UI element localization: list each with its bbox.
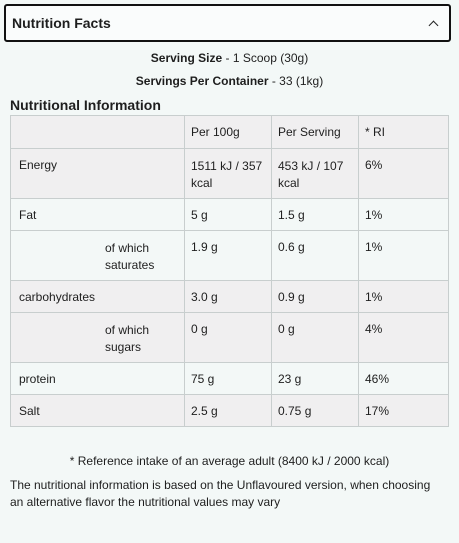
ri-footnote: * Reference intake of an average adult (… bbox=[69, 454, 390, 468]
sugars-per-serving: 0 g bbox=[271, 312, 359, 363]
table-row: of which saturates 1.9 g 0.6 g 1% bbox=[10, 230, 449, 281]
servings-per-container-label: Servings Per Container bbox=[135, 74, 269, 88]
carbohydrates-per-serving: 0.9 g bbox=[271, 280, 359, 313]
column-header-per-100g: Per 100g bbox=[184, 115, 272, 149]
energy-ri: 6% bbox=[358, 148, 449, 199]
row-label-sugars: of which sugars bbox=[105, 323, 150, 354]
sugars-per-100g: 0 g bbox=[184, 312, 272, 363]
table-row: Salt 2.5 g 0.75 g 17% bbox=[10, 394, 449, 427]
energy-per-serving: 453 kJ / 107 kcal bbox=[278, 159, 344, 190]
saturates-ri: 1% bbox=[358, 230, 449, 281]
row-label-carbohydrates: carbohydrates bbox=[10, 280, 185, 313]
row-label-saturates: of which saturates bbox=[105, 241, 155, 272]
section-title: Nutritional Information bbox=[10, 97, 161, 113]
fat-per-100g: 5 g bbox=[184, 198, 272, 231]
saturates-per-serving: 0.6 g bbox=[271, 230, 359, 281]
energy-per-100g: 1511 kJ / 357 kcal bbox=[191, 159, 263, 190]
row-label-fat: Fat bbox=[10, 198, 185, 231]
protein-ri: 46% bbox=[358, 362, 449, 395]
serving-size: Serving Size - 1 Scoop (30g) bbox=[0, 51, 459, 65]
salt-ri: 17% bbox=[358, 394, 449, 427]
nutrition-facts-accordion-header[interactable]: Nutrition Facts bbox=[4, 4, 451, 42]
salt-per-serving: 0.75 g bbox=[271, 394, 359, 427]
fat-ri: 1% bbox=[358, 198, 449, 231]
accordion-title: Nutrition Facts bbox=[12, 15, 111, 31]
salt-per-100g: 2.5 g bbox=[184, 394, 272, 427]
table-row: Fat 5 g 1.5 g 1% bbox=[10, 198, 449, 231]
serving-size-label: Serving Size bbox=[150, 51, 223, 65]
sugars-ri: 4% bbox=[358, 312, 449, 363]
row-label-salt: Salt bbox=[10, 394, 185, 427]
row-label-energy: Energy bbox=[10, 148, 185, 199]
chevron-up-icon[interactable] bbox=[428, 20, 439, 30]
servings-per-container-value: - 33 (1kg) bbox=[271, 74, 324, 88]
serving-size-value: - 1 Scoop (30g) bbox=[225, 51, 309, 65]
protein-per-100g: 75 g bbox=[184, 362, 272, 395]
column-header-label bbox=[10, 115, 185, 149]
flavour-disclaimer: The nutritional information is based on … bbox=[10, 478, 431, 509]
carbohydrates-per-100g: 3.0 g bbox=[184, 280, 272, 313]
table-row: carbohydrates 3.0 g 0.9 g 1% bbox=[10, 280, 449, 313]
table-header-row: Per 100g Per Serving * RI bbox=[10, 115, 449, 149]
fat-per-serving: 1.5 g bbox=[271, 198, 359, 231]
table-row: Energy 1511 kJ / 357 kcal 453 kJ / 107 k… bbox=[10, 148, 449, 199]
row-label-protein: protein bbox=[10, 362, 185, 395]
table-row: of which sugars 0 g 0 g 4% bbox=[10, 312, 449, 363]
saturates-per-100g: 1.9 g bbox=[184, 230, 272, 281]
column-header-ri: * RI bbox=[358, 115, 449, 149]
carbohydrates-ri: 1% bbox=[358, 280, 449, 313]
column-header-per-serving: Per Serving bbox=[271, 115, 359, 149]
protein-per-serving: 23 g bbox=[271, 362, 359, 395]
nutrition-table: Per 100g Per Serving * RI Energy 1511 kJ… bbox=[10, 115, 449, 427]
table-row: protein 75 g 23 g 46% bbox=[10, 362, 449, 395]
servings-per-container: Servings Per Container - 33 (1kg) bbox=[0, 74, 459, 88]
